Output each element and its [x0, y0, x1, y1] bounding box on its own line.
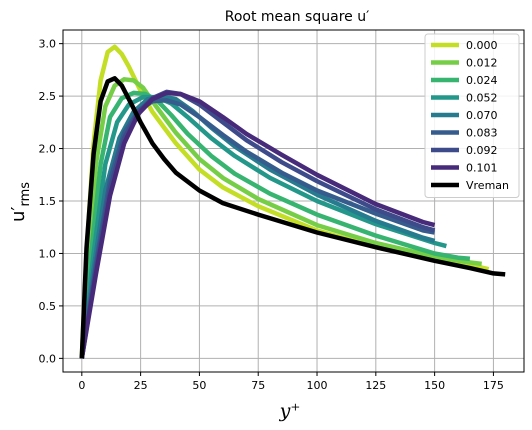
x-tick-label: 0	[78, 379, 85, 392]
y-tick-label: 1.0	[39, 247, 57, 260]
legend-label: 0.092	[466, 144, 498, 157]
x-tick-label: 150	[424, 379, 445, 392]
y-tick-label: 2.5	[39, 90, 57, 103]
x-tick-label: 100	[307, 379, 328, 392]
series-line	[79, 94, 447, 359]
x-axis: 0 25 50 75 100 125 150 175	[78, 372, 504, 392]
y-tick-label: 1.5	[39, 195, 57, 208]
y-axis-label: u′rms	[8, 182, 33, 222]
y-tick-label: 2.0	[39, 143, 57, 156]
legend-label: Vreman	[466, 179, 509, 192]
legend-label: 0.083	[466, 127, 498, 140]
x-axis-label: y⁺	[279, 400, 301, 422]
legend-box	[424, 33, 520, 198]
legend: 0.000 0.012 0.024 0.052 0.070 0.083 0.092 0.101…	[424, 33, 520, 198]
legend-label: 0.101	[466, 162, 498, 175]
series-line	[79, 77, 482, 359]
y-axis: 0.0 0.5 1.0 1.5 2.0 2.5 3.0	[39, 38, 63, 365]
x-tick-label: 50	[192, 379, 206, 392]
chart-title: Root mean square u′	[225, 9, 370, 25]
y-axis-label-subscript: rms	[18, 182, 33, 207]
y-tick-label: 0.5	[39, 300, 57, 313]
x-tick-label: 175	[483, 379, 504, 392]
legend-label: 0.012	[466, 57, 498, 70]
legend-label: 0.052	[466, 92, 498, 105]
legend-label: 0.070	[466, 109, 498, 122]
x-tick-label: 25	[134, 379, 148, 392]
series-line	[79, 90, 436, 359]
legend-label: 0.000	[466, 39, 498, 52]
x-tick-label: 75	[251, 379, 265, 392]
series-layer	[79, 44, 506, 359]
y-tick-label: 0.0	[39, 352, 57, 365]
x-tick-label: 125	[365, 379, 386, 392]
legend-label: 0.024	[466, 74, 498, 87]
series-line	[79, 76, 506, 359]
y-tick-label: 3.0	[39, 38, 57, 51]
series-line	[79, 90, 471, 359]
